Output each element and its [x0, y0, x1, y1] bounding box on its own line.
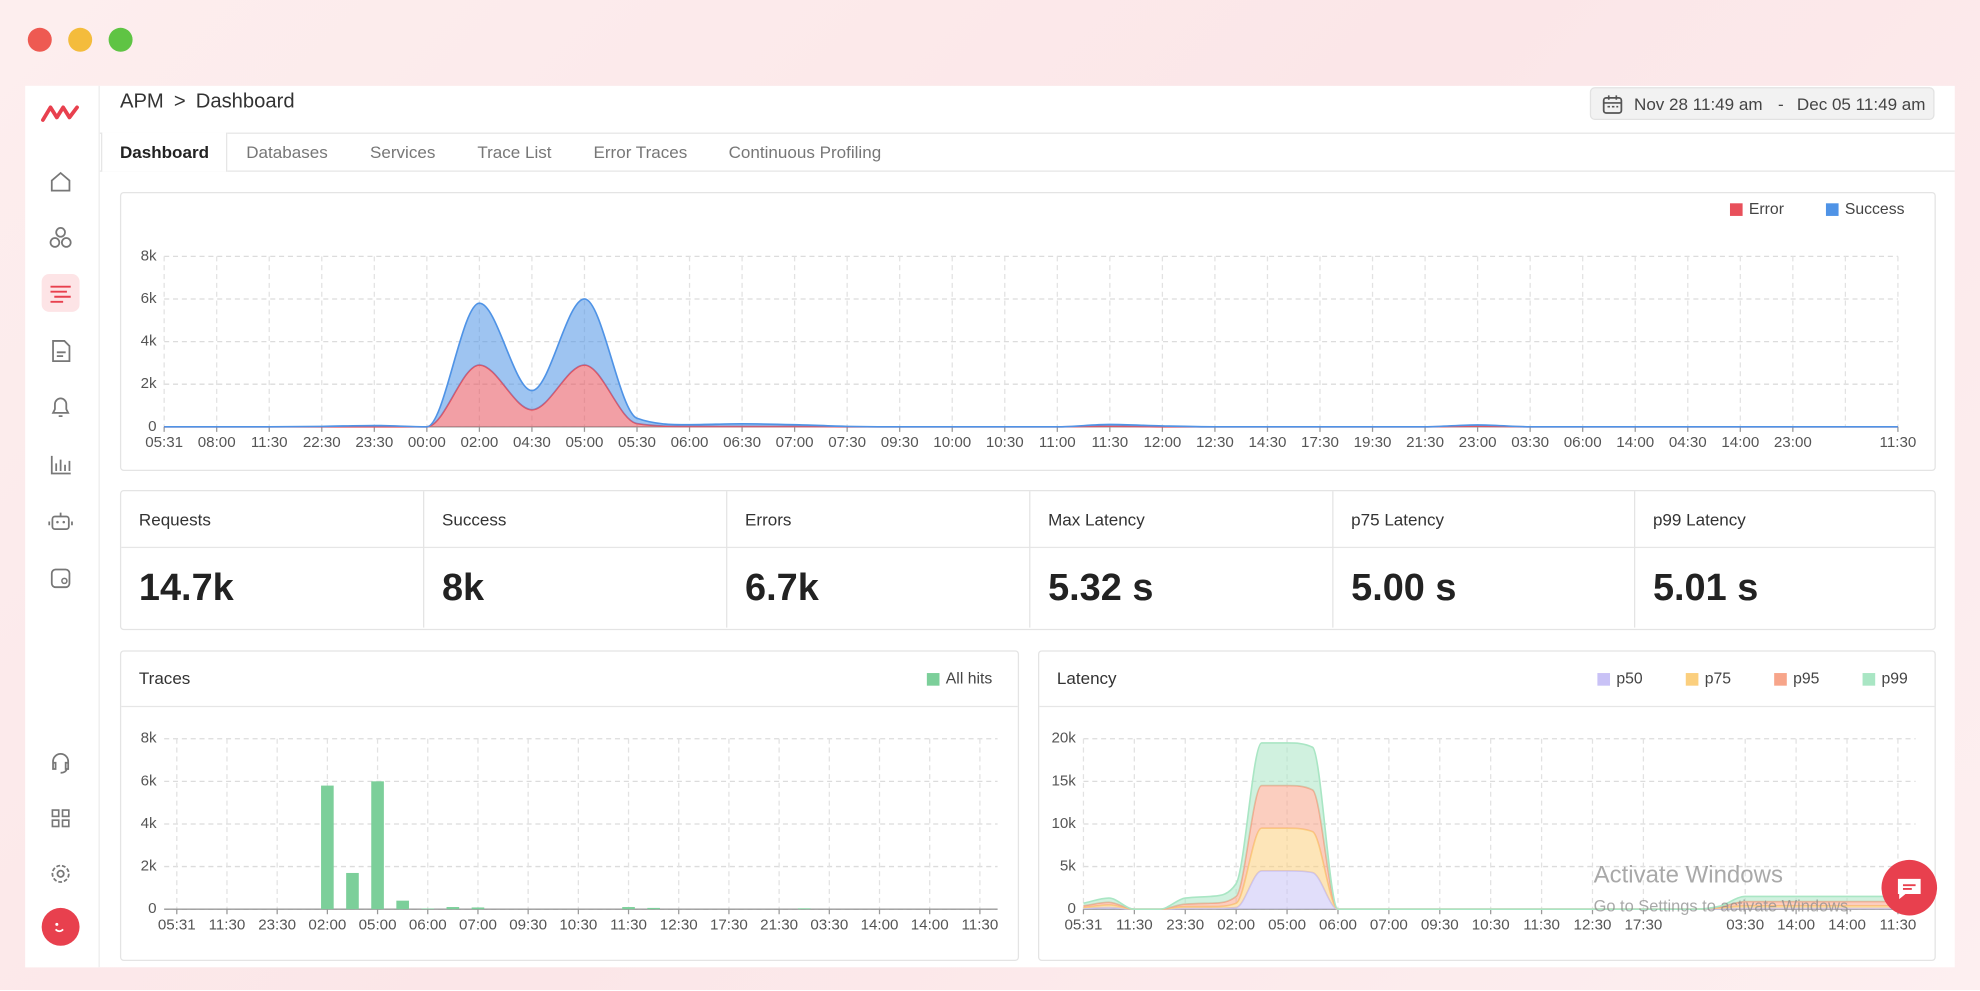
tab[interactable]: Trace List: [477, 142, 552, 162]
stat: Requests 14.7k: [121, 491, 424, 627]
stat-value: 5.00 s: [1351, 566, 1457, 609]
date-end: Dec 05 11:49 am: [1796, 94, 1926, 114]
nav-infra[interactable]: [42, 218, 80, 256]
nav-alerts[interactable]: [42, 388, 80, 426]
stat-value: 14.7k: [138, 566, 234, 609]
nav-settings[interactable]: [42, 855, 80, 893]
breadcrumb-current: Dashboard: [195, 90, 295, 113]
nav-support[interactable]: [42, 742, 80, 780]
active-tab-bg: [101, 132, 228, 172]
watermark-subtitle: Go to Settings to activate Windows.: [1593, 896, 1853, 916]
nav-metrics[interactable]: [42, 446, 80, 484]
stat-label: Errors: [745, 510, 792, 530]
stat-value: 8k: [441, 566, 485, 609]
nav-logs[interactable]: [42, 332, 80, 370]
breadcrumb: APM > Dashboard: [120, 91, 305, 114]
stat-value: 6.7k: [745, 566, 819, 609]
tabs-divider: [99, 170, 1955, 172]
stat-label: Requests: [138, 510, 211, 530]
nav-bots[interactable]: [42, 503, 80, 541]
date-start: Nov 28 11:49 am: [1634, 94, 1763, 114]
requests-chart-card: [119, 191, 1936, 472]
stat-label: p99 Latency: [1652, 510, 1746, 530]
calendar-icon: [1602, 95, 1623, 114]
tab[interactable]: Continuous Profiling: [728, 142, 882, 162]
chat-button[interactable]: [1880, 859, 1938, 917]
stat: Max Latency 5.32 s: [1029, 491, 1332, 628]
header-divider: [99, 132, 1955, 134]
stat-value: 5.32 s: [1048, 566, 1154, 609]
stat: Success 8k: [423, 491, 726, 628]
stats-card: Requests 14.7k Success 8k Errors 6.7k Max L…: [119, 489, 1937, 631]
stat-value: 5.01 s: [1652, 566, 1759, 609]
card-divider: [1039, 705, 1935, 708]
nav-apm[interactable]: [41, 274, 80, 312]
stat-label: p75 Latency: [1351, 510, 1445, 530]
close-button[interactable]: [27, 27, 52, 52]
breadcrumb-separator: >: [173, 90, 186, 113]
watermark-title: Activate Windows: [1593, 862, 1783, 889]
nav-apps[interactable]: [42, 799, 80, 837]
tab[interactable]: Error Traces: [593, 142, 688, 162]
date-range-picker[interactable]: Nov 28 11:49 am - Dec 05 11:49 am: [1589, 87, 1935, 120]
stat: p99 Latency 5.01 s: [1634, 491, 1937, 628]
breadcrumb-root[interactable]: APM: [119, 90, 164, 113]
stats-divider: [121, 546, 1935, 549]
minimize-button[interactable]: [68, 27, 93, 52]
tab[interactable]: Services: [369, 142, 436, 162]
nav-home[interactable]: [42, 163, 80, 201]
date-separator: -: [1777, 94, 1784, 114]
stat: Errors 6.7k: [726, 491, 1029, 628]
card-divider: [121, 705, 1018, 708]
tab[interactable]: Databases: [246, 142, 328, 162]
stat-label: Success: [441, 510, 507, 530]
stat: p75 Latency 5.00 s: [1332, 491, 1635, 628]
nav-rum[interactable]: [42, 559, 80, 597]
traces-card: [119, 650, 1020, 961]
maximize-button[interactable]: [108, 27, 133, 52]
logo[interactable]: [40, 101, 80, 124]
tab[interactable]: Dashboard: [119, 142, 210, 162]
stat-label: Max Latency: [1048, 510, 1145, 530]
user-avatar[interactable]: [41, 907, 80, 946]
